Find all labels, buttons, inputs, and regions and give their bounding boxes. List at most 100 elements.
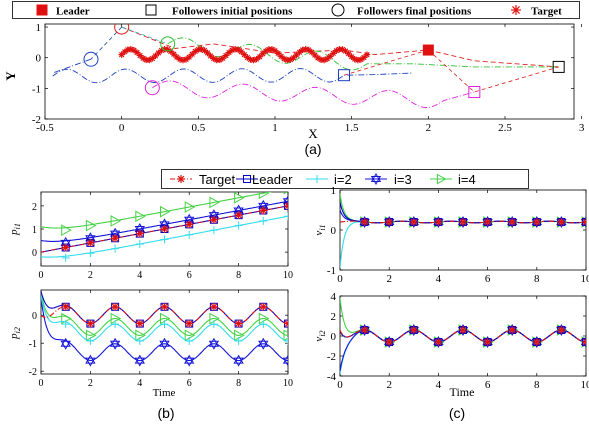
- y-tick-label: 4: [331, 291, 337, 303]
- star-stroke: [435, 218, 442, 226]
- star-stroke: [533, 218, 541, 226]
- series-marker: [209, 226, 218, 235]
- star-stroke: [435, 338, 442, 346]
- y-tick-label: 1: [32, 225, 37, 236]
- legend-final-label: Followers final positions: [357, 6, 472, 18]
- series-marker: [385, 338, 394, 346]
- series-marker: [209, 302, 218, 311]
- hexstar-tri: [282, 357, 288, 367]
- star-stroke: [281, 56, 287, 62]
- target-star: [345, 50, 352, 57]
- x-axis-label: Time: [153, 387, 176, 399]
- y-tick-label: -2: [32, 114, 41, 126]
- x-tick-label: 10: [581, 273, 589, 285]
- series-marker: [185, 319, 194, 328]
- hexstar-tri: [159, 340, 170, 350]
- series-marker: [111, 244, 120, 253]
- series-line: [41, 298, 288, 362]
- star-stroke: [342, 48, 349, 54]
- series-marker: [208, 337, 220, 350]
- x-tick-label: 8: [534, 273, 540, 285]
- plot-area: [41, 192, 288, 262]
- series-marker: [135, 240, 144, 249]
- leader-marker: [422, 44, 434, 56]
- hexstar-tri: [208, 340, 220, 350]
- x-tick-label: 2: [386, 273, 392, 285]
- series-marker: [259, 216, 268, 225]
- series-marker: [209, 215, 218, 224]
- x-axis-label: X: [308, 126, 318, 141]
- y-tick-label: -1: [327, 265, 336, 277]
- y-axis-label: vi2: [313, 330, 327, 341]
- x-tick-label: 6: [187, 378, 192, 389]
- x-tick-label: 4: [436, 379, 442, 391]
- y-axis-label: pi1: [8, 223, 22, 236]
- star-stroke: [284, 205, 288, 210]
- star-stroke: [385, 338, 393, 346]
- star-stroke: [177, 175, 185, 183]
- y-tick-label: -4: [327, 371, 337, 383]
- legend-b-marker: [177, 175, 185, 183]
- series-marker: [580, 215, 586, 229]
- hexstar-tri: [580, 215, 586, 225]
- x-tick-label: 0: [337, 379, 343, 391]
- star-stroke: [582, 338, 586, 343]
- panel-label-c: (c): [449, 405, 465, 421]
- star-stroke: [185, 221, 193, 228]
- follower-final-marker: [144, 80, 160, 96]
- y-axis-label: vi1: [313, 224, 327, 235]
- y-tick-label: 0: [36, 53, 42, 65]
- x-tick-label: 2: [88, 378, 93, 389]
- star-stroke: [207, 53, 214, 59]
- star-stroke: [238, 49, 244, 55]
- star-stroke: [235, 211, 242, 219]
- star-stroke: [345, 51, 352, 57]
- star-stroke: [459, 326, 467, 334]
- star-stroke: [210, 303, 218, 311]
- hexstar-tri: [370, 176, 382, 186]
- target-star: [360, 54, 368, 61]
- legend-b-frame: [161, 169, 529, 189]
- y-tick-label: 2: [331, 311, 337, 323]
- follower-initial-marker: [468, 86, 481, 99]
- series-marker: [234, 192, 245, 204]
- plot-frame: [339, 189, 587, 271]
- follower-final-marker: [160, 36, 176, 52]
- series-marker: [160, 320, 169, 329]
- series-marker: [160, 225, 169, 233]
- legend-a: Leader Followers initial positions Followe…: [12, 1, 580, 19]
- series-marker: [160, 302, 169, 311]
- panel-b-bottom-plot: 0 2 4 6 8 10 0 -1 -2 Time pi2: [8, 289, 293, 399]
- hexstar-tri: [233, 357, 244, 367]
- plot-area: [340, 193, 586, 269]
- x-tick-label: 0: [119, 122, 125, 134]
- hexstar-tri: [134, 357, 145, 367]
- y-tick-label: 1: [36, 22, 42, 34]
- star-stroke: [260, 207, 267, 214]
- star-stroke: [284, 320, 288, 325]
- series-marker: [459, 326, 467, 334]
- series-marker: [409, 326, 418, 334]
- star-stroke: [558, 218, 565, 226]
- star-stroke: [296, 49, 303, 55]
- legend-b-marker: [370, 172, 382, 186]
- x-tick-label: 6: [187, 270, 192, 281]
- star-stroke: [484, 218, 491, 226]
- star-stroke: [352, 56, 358, 62]
- star-stroke: [161, 303, 168, 311]
- follower-final-marker: [114, 24, 130, 35]
- legend-leader-marker: [36, 4, 48, 16]
- x-tick-label: 10: [581, 379, 589, 391]
- legend-b-marker: [436, 173, 447, 185]
- star-stroke: [235, 47, 241, 53]
- legend-initial-label: Followers initial positions: [172, 6, 293, 18]
- legend-b-label: i=4: [458, 172, 476, 187]
- star-stroke: [284, 322, 288, 327]
- x-tick-label: 0: [39, 270, 44, 281]
- series-marker: [532, 218, 541, 226]
- star-stroke: [201, 47, 208, 54]
- series-marker: [86, 319, 95, 328]
- star-stroke: [244, 54, 251, 61]
- y-tick-label: 0: [32, 311, 37, 322]
- series-marker: [360, 218, 369, 226]
